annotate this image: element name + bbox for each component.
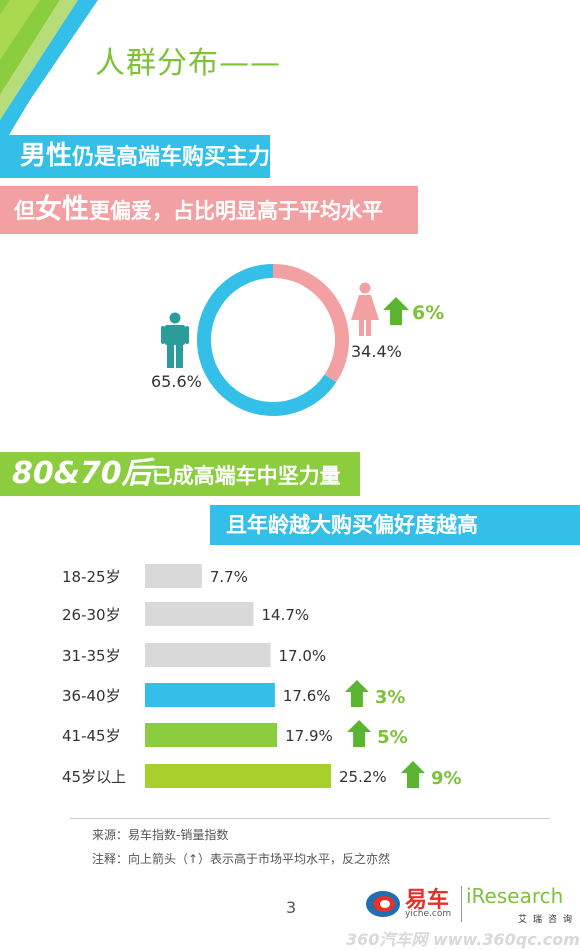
age-value-label: 7.7% bbox=[210, 568, 248, 586]
iresearch-logo-name: iResearch bbox=[466, 884, 564, 908]
gender-sub-banner: 但女性更偏爱，占比明显高于平均水平 bbox=[0, 186, 418, 234]
age-bar bbox=[145, 764, 331, 788]
age-value-label: 17.9% bbox=[285, 727, 333, 745]
yiche-logo-icon bbox=[366, 891, 400, 917]
yiche-logo-url: yiche.com bbox=[405, 909, 452, 919]
age-sub-banner: 且年龄越大购买偏好度越高 bbox=[210, 505, 580, 545]
gender-sub-emph: 女性 bbox=[35, 194, 89, 225]
male-icon bbox=[161, 312, 189, 368]
age-main-emph: 80&70后 bbox=[12, 456, 152, 491]
female-percent-label: 34.4% bbox=[351, 342, 402, 361]
female-diff-label: 6% bbox=[412, 302, 445, 324]
page-title: 人群分布—— bbox=[95, 46, 281, 81]
age-category-label: 41-45岁 bbox=[62, 727, 121, 745]
gender-main-rest: 仍是高端车购买主力 bbox=[72, 145, 271, 170]
age-main-banner: 80&70后已成高端车中坚力量 bbox=[0, 452, 360, 496]
age-up-arrow-icon bbox=[344, 680, 369, 707]
age-category-label: 26-30岁 bbox=[62, 606, 121, 624]
age-main-rest: 已成高端车中坚力量 bbox=[151, 464, 341, 488]
logo-divider bbox=[461, 886, 462, 922]
age-bar bbox=[145, 602, 254, 626]
iresearch-logo-cn: 艾瑞咨询 bbox=[518, 915, 579, 925]
donut-slice-male bbox=[197, 264, 337, 416]
gender-main-banner: 男性仍是高端车购买主力 bbox=[0, 135, 270, 178]
annotation-note: 注释：向上箭头（↑）表示高于市场平均水平，反之亦然 bbox=[92, 852, 391, 866]
age-category-label: 31-35岁 bbox=[62, 647, 121, 665]
male-percent-label: 65.6% bbox=[151, 372, 202, 391]
source-note: 来源：易车指数-销量指数 bbox=[92, 828, 229, 842]
age-value-label: 14.7% bbox=[262, 606, 310, 624]
age-value-label: 17.0% bbox=[278, 647, 326, 665]
age-bar bbox=[145, 643, 271, 667]
age-bar bbox=[145, 723, 278, 747]
donut-slice-female bbox=[272, 264, 349, 383]
watermark: 360汽车网 www.360qc.com bbox=[346, 930, 580, 949]
age-diff-label: 9% bbox=[431, 768, 462, 789]
yiche-logo-name: 易车 bbox=[405, 888, 450, 913]
footer-divider bbox=[70, 818, 550, 819]
age-diff-label: 5% bbox=[377, 727, 408, 748]
age-category-label: 36-40岁 bbox=[62, 687, 121, 705]
age-category-label: 45岁以上 bbox=[62, 768, 126, 786]
female-up-arrow-icon bbox=[383, 297, 409, 325]
age-bar bbox=[145, 683, 275, 707]
age-value-label: 17.6% bbox=[283, 687, 331, 705]
age-up-arrow-icon bbox=[401, 761, 425, 788]
age-bar-chart: 18-25岁 7.7% 26-30岁 14.7% 31-35岁 17.0% 36-40岁 17… bbox=[62, 564, 462, 789]
age-category-label: 18-25岁 bbox=[62, 568, 121, 586]
gender-sub-pre: 但 bbox=[14, 199, 35, 223]
age-value-label: 25.2% bbox=[339, 768, 387, 786]
female-icon bbox=[351, 282, 379, 336]
page-number: 3 bbox=[286, 898, 297, 917]
age-up-arrow-icon bbox=[347, 720, 372, 747]
gender-sub-rest: 更偏爱，占比明显高于平均水平 bbox=[89, 199, 383, 223]
gender-main-emph: 男性 bbox=[20, 141, 73, 171]
gender-donut-chart bbox=[197, 264, 349, 416]
corner-decoration bbox=[0, 0, 98, 150]
age-diff-label: 3% bbox=[375, 687, 406, 708]
age-bar bbox=[145, 564, 202, 588]
